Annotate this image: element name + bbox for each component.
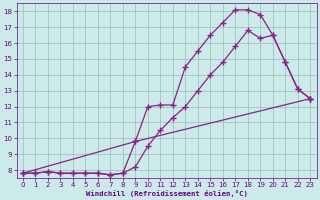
X-axis label: Windchill (Refroidissement éolien,°C): Windchill (Refroidissement éolien,°C) [86,190,248,197]
